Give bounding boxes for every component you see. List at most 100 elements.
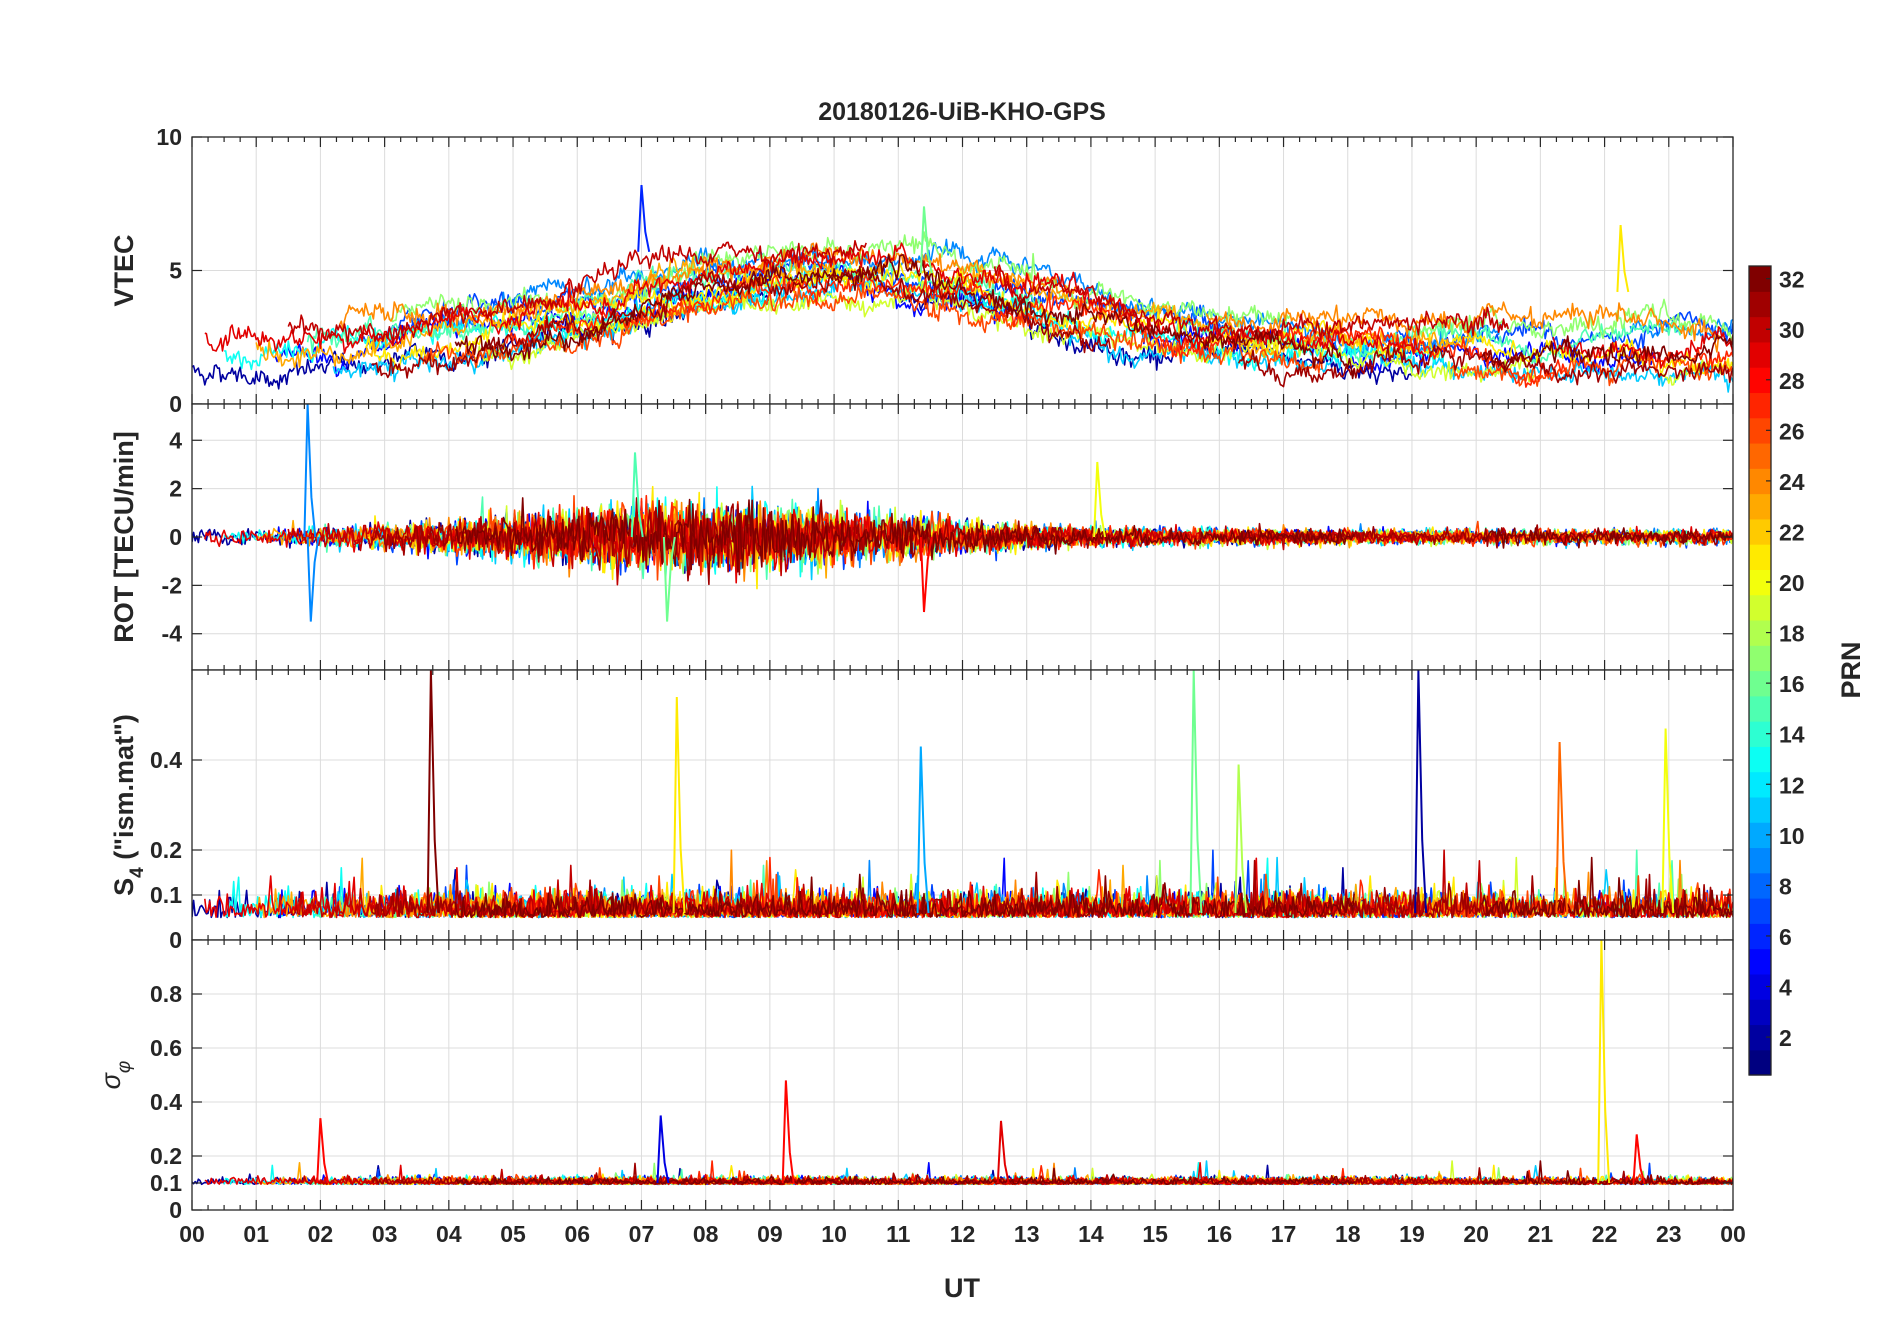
y-tick-label: 0 (169, 391, 182, 417)
colorbar-segment (1749, 417, 1771, 444)
colorbar-tick-label: 12 (1779, 772, 1805, 798)
peak-prn-21 (1597, 940, 1611, 1184)
colorbar-tick-label: 16 (1779, 671, 1805, 697)
x-tick-label: 18 (1335, 1221, 1361, 1247)
series-prn-30 (287, 849, 1510, 919)
colorbar-tick-label: 24 (1779, 469, 1805, 495)
y-tick-label: 4 (169, 427, 182, 453)
x-tick-label: 03 (372, 1221, 398, 1247)
colorbar-segment (1749, 898, 1771, 924)
x-tick-label: 23 (1656, 1221, 1682, 1247)
x-axis: 00 01 02 03 04 05 06 07 08 09 10 11 12 13 14 15 16 17 18 19… (179, 1221, 1746, 1247)
x-tick-label: 21 (1528, 1221, 1554, 1247)
x-tick-label: 08 (693, 1221, 719, 1247)
panel-sigma_phi: 00.10.2 0.4 0.6 0.8 σφ (96, 939, 1734, 1223)
colorbar-segment (1749, 670, 1771, 697)
x-axis-label: UT (944, 1273, 980, 1303)
colorbar-segment (1749, 948, 1771, 975)
colorbar-segment (1749, 619, 1771, 646)
colorbar-segment (1749, 594, 1771, 621)
series-prn-32 (454, 254, 1733, 380)
peak-prn-21 (1616, 225, 1630, 293)
colorbar-tick-label: 28 (1779, 368, 1805, 394)
series-prn-30 (287, 240, 1510, 346)
peak-prn-18 (1234, 764, 1248, 914)
y-tick-label: 0.2 (150, 837, 182, 863)
panel-vtec: 0 5 10 VTEC (109, 124, 1734, 417)
peak-prn-16 (662, 536, 676, 622)
x-tick-label: 01 (243, 1221, 269, 1247)
colorbar-segment (1749, 569, 1771, 596)
y-tick-label: 0.1 (150, 882, 182, 908)
x-tick-label: 02 (308, 1221, 334, 1247)
colorbar-segment (1749, 341, 1771, 368)
x-tick-label: 06 (564, 1221, 590, 1247)
x-tick-label: 14 (1078, 1221, 1104, 1247)
colorbar-segment (1749, 999, 1771, 1026)
colorbar-segment (1749, 695, 1771, 722)
x-tick-label: 22 (1592, 1221, 1618, 1247)
y-tick-label: 0.1 (150, 1170, 182, 1196)
y-tick-label: 0.4 (150, 747, 182, 773)
colorbar-segment (1749, 746, 1771, 773)
colorbar-tick-label: 26 (1779, 418, 1805, 444)
y-tick-label: 10 (156, 124, 182, 150)
x-tick-label: 05 (500, 1221, 526, 1247)
colorbar-segment (1749, 771, 1771, 798)
series-group (192, 940, 1733, 1186)
x-tick-label: 00 (1720, 1221, 1746, 1247)
y-tick-label: 5 (169, 258, 182, 284)
peak-prn-9 (306, 536, 320, 622)
peak-prn-4 (656, 1115, 670, 1184)
x-tick-label: 00 (179, 1221, 205, 1247)
y-tick-label: 0 (169, 524, 182, 550)
x-tick-label: 19 (1399, 1221, 1425, 1247)
y-axis-label: ROT [TECU/min] (109, 431, 139, 642)
chart-title: 20180126-UiB-KHO-GPS (818, 98, 1106, 126)
y-tick-label: -4 (162, 621, 183, 647)
x-tick-label: 07 (629, 1221, 655, 1247)
peak-prn-10 (916, 746, 930, 914)
series-prn-32 (454, 856, 1733, 919)
colorbar-tick-label: 22 (1779, 519, 1805, 545)
colorbar-segment (1749, 316, 1771, 343)
x-tick-label: 16 (1207, 1221, 1233, 1247)
series-prn-32 (454, 1160, 1733, 1186)
peak-prn-28 (781, 1080, 795, 1184)
colorbar-segment (1749, 923, 1771, 950)
y-tick-label: -2 (162, 572, 182, 598)
x-tick-label: 17 (1271, 1221, 1297, 1247)
peak-prn-21 (672, 696, 686, 914)
colorbar-label: PRN (1836, 641, 1866, 698)
peak-prn-20 (1093, 461, 1106, 538)
peak-prn-32 (426, 670, 440, 914)
colorbar-segment (1749, 518, 1771, 545)
colorbar-tick-label: 30 (1779, 317, 1805, 343)
y-tick-label: 0.2 (150, 1143, 182, 1169)
x-tick-label: 15 (1142, 1221, 1168, 1247)
colorbar-segment (1749, 721, 1771, 747)
y-axis-label: VTEC (109, 234, 139, 306)
series-group (192, 670, 1733, 919)
x-tick-label: 20 (1463, 1221, 1489, 1247)
x-tick-label: 09 (757, 1221, 783, 1247)
colorbar-segment (1749, 442, 1771, 469)
x-tick-label: 13 (1014, 1221, 1040, 1247)
peak-prn-29 (996, 1120, 1010, 1184)
peak-prn-2 (1414, 670, 1428, 914)
colorbar-segment (1749, 822, 1771, 849)
peak-prn-16 (919, 206, 933, 274)
peak-prn-15 (630, 452, 644, 538)
colorbar-tick-label: 18 (1779, 621, 1805, 647)
colorbar-segment (1749, 291, 1771, 318)
colorbar-tick-label: 8 (1779, 873, 1792, 899)
colorbar-segment (1749, 392, 1771, 419)
peak-prn-25 (1555, 741, 1569, 914)
colorbar-tick-label: 14 (1779, 722, 1805, 748)
colorbar-segment (1749, 1024, 1771, 1051)
x-tick-label: 04 (436, 1221, 462, 1247)
y-tick-label: 0 (169, 927, 182, 953)
colorbar-tick-label: 10 (1779, 823, 1805, 849)
